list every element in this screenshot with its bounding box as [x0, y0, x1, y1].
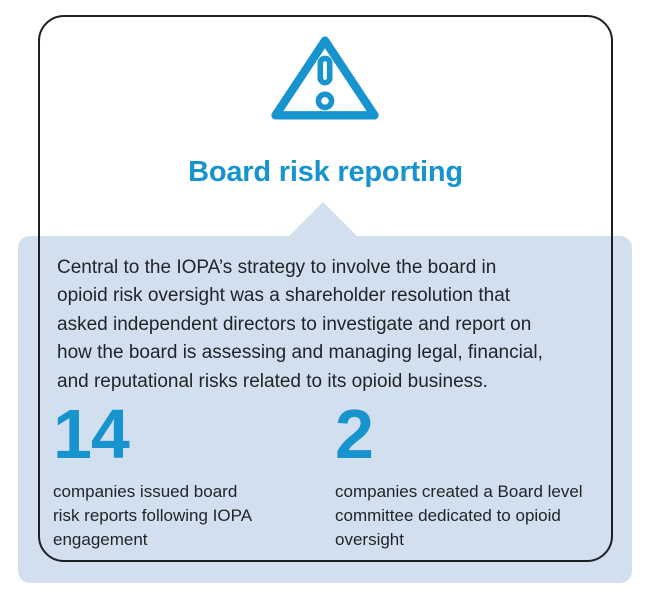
warning-triangle-icon	[269, 31, 381, 125]
stat-value: 2	[335, 395, 374, 473]
stat-caption: companies created a Board level committee…	[335, 482, 583, 549]
stats-row: 14 companies issued board risk reports fo…	[53, 398, 608, 552]
highlight-band	[18, 236, 632, 583]
body-paragraph: Central to the IOPA’s strategy to involv…	[57, 257, 543, 392]
page-title: Board risk reporting	[188, 156, 463, 188]
stat-value: 14	[53, 395, 130, 473]
band-pointer-triangle	[288, 202, 358, 237]
stat-board-committee: 2 companies created a Board level committ…	[335, 398, 608, 552]
stat-caption: companies issued board risk reports follo…	[53, 482, 253, 549]
stat-board-risk-reports: 14 companies issued board risk reports fo…	[53, 398, 335, 552]
